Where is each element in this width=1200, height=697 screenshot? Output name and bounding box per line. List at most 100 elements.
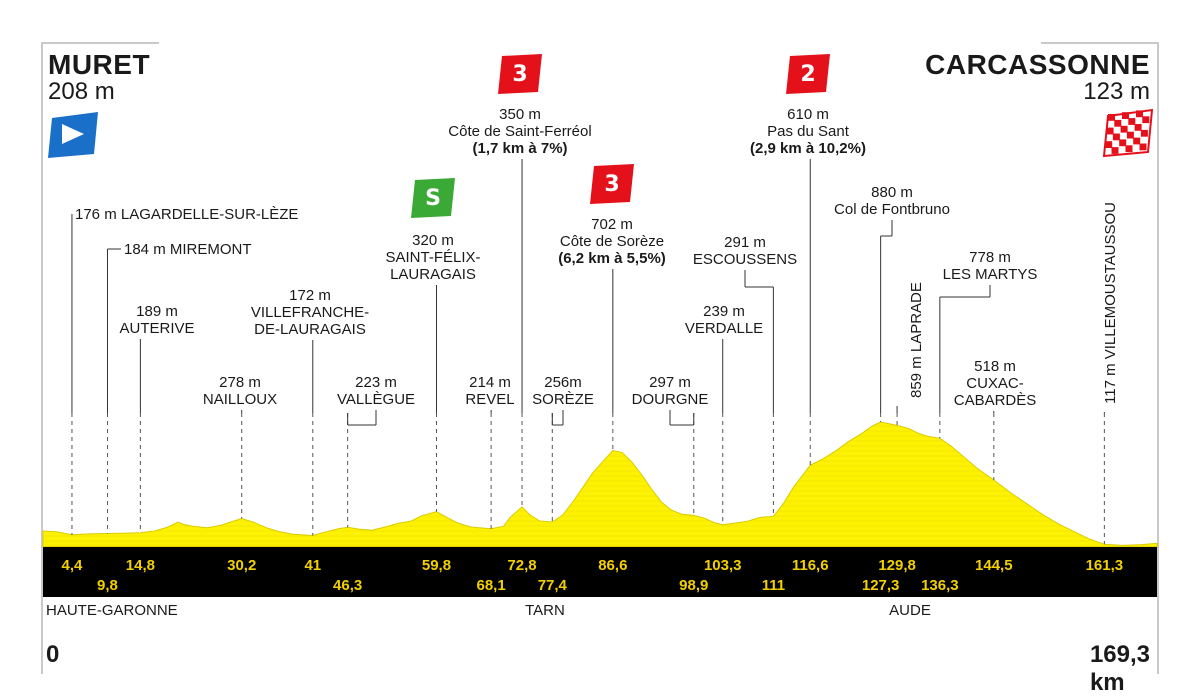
km-tick-label: 116,6 xyxy=(792,557,829,574)
finish-flag-check xyxy=(1105,141,1113,148)
waypoint-name: VALLÈGUE xyxy=(336,391,416,408)
km-tick-label: 9,8 xyxy=(97,577,118,594)
finish-flag-check xyxy=(1128,118,1136,125)
climb-detail: (6,2 km à 5,5%) xyxy=(558,250,666,267)
finish-flag-check xyxy=(1142,116,1150,124)
km-tick-label: 98,9 xyxy=(679,577,708,594)
climb-detail: (1,7 km à 7%) xyxy=(472,140,568,157)
km-tick-label: 77,4 xyxy=(538,577,568,594)
km-tick-label: 161,3 xyxy=(1086,557,1124,574)
intermediate-sprint-badge: S xyxy=(409,178,457,218)
km-tick-label: 41 xyxy=(304,557,321,574)
waypoint-vertical-label: 859 m LAPRADE xyxy=(908,282,925,398)
km-tick-label: 72,8 xyxy=(507,557,536,574)
waypoint-altitude: 350 m xyxy=(499,106,541,123)
department-haute-garonne: HAUTE-GARONNE xyxy=(46,602,178,619)
finish-flag-check xyxy=(1133,137,1141,145)
km-tick-label: 30,2 xyxy=(227,557,256,574)
climb-category-number: 3 xyxy=(512,61,528,87)
waypoint-name: VILLEFRANCHE- DE-LAURAGAIS xyxy=(250,304,370,338)
waypoint-altitude: 223 m xyxy=(355,374,397,391)
sprint-letter: S xyxy=(425,185,441,211)
waypoint-altitude: 189 m xyxy=(136,303,178,320)
climb-category-badge: 3 xyxy=(496,54,544,94)
start-flag-arrow xyxy=(62,124,84,144)
climb-category-number: 3 xyxy=(604,171,620,197)
frame-top-left-rule xyxy=(41,42,159,44)
finish-flag-check xyxy=(1139,143,1147,151)
finish-flag-check xyxy=(1120,125,1128,133)
department-tarn: TARN xyxy=(525,602,565,619)
finish-flag-check xyxy=(1122,112,1129,119)
profile-svg: 4,4 14,8 30,2 41 59,8 72,8 86,6 103,3 116,6 129,8… xyxy=(42,108,1158,597)
frame-right-rule xyxy=(1157,42,1159,674)
km-tick-label: 86,6 xyxy=(598,557,627,574)
waypoint-name: LES MARTYS xyxy=(942,266,1038,283)
waypoint-altitude: 239 m xyxy=(703,303,745,320)
waypoint-name: Pas du Sant xyxy=(767,123,849,140)
distance-start: 0 xyxy=(46,641,60,668)
waypoint-name: Côte de Saint-Ferréol xyxy=(448,123,592,140)
start-town: MURET xyxy=(48,49,151,80)
stage-profile-chart: MURET 208 m CARCASSONNE 123 m 4,4 14,8 30,… xyxy=(41,42,1159,696)
waypoint-name: ESCOUSSENS xyxy=(692,251,798,268)
finish-town: CARCASSONNE xyxy=(925,49,1150,80)
waypoint-name: VERDALLE xyxy=(684,320,764,337)
waypoint-label: 184 m MIREMONT xyxy=(124,241,252,258)
waypoint-altitude: 278 m xyxy=(219,374,261,391)
climb-detail: (2,9 km à 10,2%) xyxy=(750,140,866,157)
km-band xyxy=(43,547,1157,597)
waypoint-altitude: 172 m xyxy=(289,287,331,304)
finish-flag-icon xyxy=(1102,108,1154,158)
finish-flag-check xyxy=(1126,131,1134,139)
finish-flag-check xyxy=(1108,114,1115,121)
waypoint-name: SORÈZE xyxy=(532,391,594,408)
finish-flag-check xyxy=(1111,147,1119,154)
waypoint-name: Côte de Sorèze xyxy=(559,233,665,250)
waypoint-name: REVEL xyxy=(465,391,515,408)
waypoint-label: 176 m LAGARDELLE-SUR-LÈZE xyxy=(75,206,299,223)
frame-top-right-rule xyxy=(1041,42,1159,44)
department-aude: AUDE xyxy=(889,602,931,619)
waypoint-name: CUXAC- CABARDÈS xyxy=(953,375,1037,409)
km-tick-label: 111 xyxy=(762,577,785,594)
waypoint-name: NAILLOUX xyxy=(202,391,278,408)
waypoint-altitude: 214 m xyxy=(469,374,511,391)
finish-flag-check xyxy=(1125,145,1133,153)
profile-area xyxy=(42,421,1158,548)
waypoint-altitude: 778 m xyxy=(969,249,1011,266)
finish-flag-check xyxy=(1136,110,1143,118)
finish-flag-check xyxy=(1114,119,1122,127)
waypoint-altitude: 291 m xyxy=(724,234,766,251)
waypoint-altitude: 320 m xyxy=(412,232,454,249)
distance-total: 169,3 km xyxy=(1089,641,1150,696)
waypoint-altitude: 518 m xyxy=(974,358,1016,375)
km-tick-label: 68,1 xyxy=(476,577,505,594)
waypoint-altitude: 256m xyxy=(544,374,582,391)
waypoint-altitude: 880 m xyxy=(871,184,913,201)
waypoint-name: DOURGNE xyxy=(631,391,709,408)
waypoint-altitude: 702 m xyxy=(591,216,633,233)
km-tick-label: 103,3 xyxy=(704,557,742,574)
km-tick-label: 129,8 xyxy=(878,557,916,574)
finish-flag-check xyxy=(1140,129,1148,137)
km-tick-label: 59,8 xyxy=(422,557,451,574)
climb-category-number: 2 xyxy=(800,61,816,87)
waypoint-altitude: 297 m xyxy=(649,374,691,391)
waypoint-name: AUTERIVE xyxy=(119,320,195,337)
climb-category-badge: 2 xyxy=(784,54,832,94)
km-tick-label: 46,3 xyxy=(333,577,362,594)
finish-flag-check xyxy=(1134,124,1142,131)
waypoint-name: Col de Fontbruno xyxy=(834,201,950,218)
finish-flag-check xyxy=(1106,127,1114,135)
finish-flag-check xyxy=(1112,133,1120,141)
waypoint-altitude: 610 m xyxy=(787,106,829,123)
km-tick-label: 144,5 xyxy=(975,557,1013,574)
start-flag-icon xyxy=(48,112,98,158)
finish-flag-check xyxy=(1119,139,1127,147)
km-tick-label: 14,8 xyxy=(126,557,155,574)
waypoint-name: SAINT-FÉLIX- LAURAGAIS xyxy=(385,249,481,283)
frame-left-rule xyxy=(41,42,43,674)
waypoint-vertical-label: 117 m VILLEMOUSTAUSSOU xyxy=(1102,201,1119,404)
km-tick-label: 136,3 xyxy=(921,577,959,594)
